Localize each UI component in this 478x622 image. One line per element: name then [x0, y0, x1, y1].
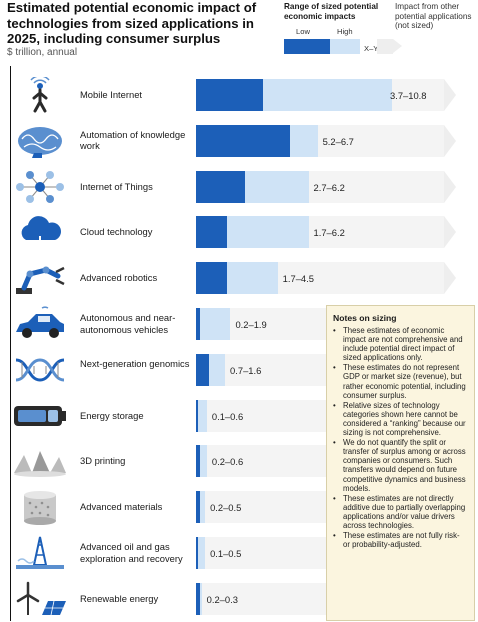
category-label: Autonomous and near-autonomous vehicles — [80, 312, 176, 335]
value-label: 2.7–6.2 — [313, 181, 345, 193]
value-label: 0.1–0.6 — [211, 410, 244, 422]
network-icon — [12, 169, 68, 205]
notes-box: Notes on sizing These estimates of econo… — [326, 305, 475, 621]
bar-low — [196, 79, 264, 111]
legend-other-arrow — [393, 39, 402, 53]
bar-low — [196, 262, 227, 295]
bar-high — [226, 216, 309, 249]
bar-low — [196, 537, 198, 569]
other-impact-arrow — [444, 216, 456, 249]
value-label: 0.7–1.6 — [230, 364, 262, 376]
legend-range-heading: Range of sized potential economic impact… — [284, 2, 379, 21]
battery-icon — [12, 398, 68, 434]
bar-high — [199, 308, 231, 340]
note-item: We do not quantify the split or transfer… — [333, 438, 468, 493]
other-impact-arrow — [444, 262, 456, 295]
chart-row: Mobile Internet 3.7–10.8 — [0, 72, 478, 118]
brain-icon — [12, 123, 68, 159]
value-label: 5.2–6.7 — [322, 135, 354, 147]
signal-person-icon — [12, 75, 68, 113]
bar-low — [196, 124, 291, 157]
category-label: Automation of knowledge work — [80, 128, 186, 152]
bar-low — [196, 353, 209, 386]
other-impact-extension — [308, 170, 444, 203]
bar-high — [199, 491, 206, 524]
bar-high — [226, 262, 278, 295]
wind-solar-icon — [12, 581, 68, 617]
category-label: Renewable energy — [80, 592, 159, 604]
chart-row: Automation of knowledge work 5.2–6.7 — [0, 118, 478, 164]
category-label: Advanced materials — [80, 501, 163, 513]
icon-column-divider — [10, 66, 11, 621]
chart-row: Cloud technology 1.7–6.2 — [0, 209, 478, 255]
value-label: 1.7–4.5 — [282, 273, 314, 285]
value-label: 0.1–0.5 — [210, 548, 242, 559]
other-impact-arrow — [444, 79, 456, 111]
chart-subtitle: $ trillion, annual — [7, 47, 78, 58]
note-item: Relative sizes of technology categories … — [333, 401, 468, 437]
legend-low-swatch — [284, 39, 330, 54]
printed-shapes-icon — [12, 443, 68, 479]
other-impact-extension — [308, 216, 444, 249]
category-label: Advanced oil and gas exploration and rec… — [80, 541, 183, 564]
legend-range-label: X–Y — [364, 44, 379, 53]
bar-low — [196, 216, 227, 249]
value-label: 1.7–6.2 — [313, 227, 345, 239]
bar-high — [263, 79, 392, 111]
robot-arm-icon — [12, 260, 68, 296]
bar-low — [196, 399, 198, 432]
chart-row: Internet of Things 2.7–6.2 — [0, 164, 478, 210]
bar-low — [196, 445, 200, 478]
value-label: 0.2–0.3 — [206, 593, 238, 605]
other-impact-arrow — [444, 170, 456, 203]
cloud-icon — [12, 214, 68, 250]
bar-low — [196, 308, 200, 340]
bar-high — [199, 445, 207, 478]
notes-list: These estimates of economic impact are n… — [333, 326, 468, 549]
bar-low — [196, 582, 200, 615]
material-cylinder-icon — [12, 489, 68, 526]
notes-title: Notes on sizing — [333, 313, 397, 323]
category-label: Advanced robotics — [80, 272, 158, 284]
legend-high-swatch — [330, 39, 360, 54]
legend-other-swatch — [377, 39, 393, 54]
other-impact-extension — [392, 79, 444, 111]
category-label: Energy storage — [80, 409, 144, 421]
bar-low — [196, 491, 200, 524]
note-item: These estimates do not represent GDP or … — [333, 363, 468, 399]
other-impact-arrow — [444, 124, 456, 157]
car-icon — [12, 306, 68, 342]
legend: Range of sized potential economic impact… — [282, 2, 477, 66]
other-impact-extension — [317, 124, 444, 157]
bar-high — [208, 353, 226, 386]
category-label: Internet of Things — [80, 180, 153, 192]
bar-high — [197, 537, 206, 569]
value-label: 0.2–0.6 — [211, 456, 244, 468]
dna-icon — [12, 352, 68, 388]
oil-rig-icon — [12, 535, 68, 571]
value-label: 3.7–10.8 — [390, 90, 427, 101]
bar-high — [197, 399, 207, 432]
legend-low-label: Low — [296, 27, 310, 36]
note-item: These estimates of economic impact are n… — [333, 326, 468, 362]
value-label: 0.2–1.9 — [235, 319, 267, 330]
chart-row: Advanced robotics 1.7–4.5 — [0, 255, 478, 301]
chart-title: Estimated potential economic impact of t… — [7, 0, 257, 47]
value-label: 0.2–0.5 — [210, 502, 242, 514]
other-impact-extension — [277, 262, 444, 295]
note-item: These estimates are not fully risk- or p… — [333, 531, 468, 549]
category-label: Mobile Internet — [80, 89, 143, 100]
category-label: Cloud technology — [80, 226, 153, 238]
legend-other-heading: Impact from other potential applications… — [395, 2, 472, 30]
bar-high — [290, 124, 318, 157]
category-label: 3D printing — [80, 455, 126, 467]
note-item: These estimates are not directly additiv… — [333, 494, 468, 530]
bar-high — [199, 582, 202, 615]
bar-low — [196, 170, 245, 203]
legend-high-label: High — [337, 27, 353, 36]
category-label: Next-generation genomics — [80, 357, 190, 369]
bar-high — [245, 170, 309, 203]
